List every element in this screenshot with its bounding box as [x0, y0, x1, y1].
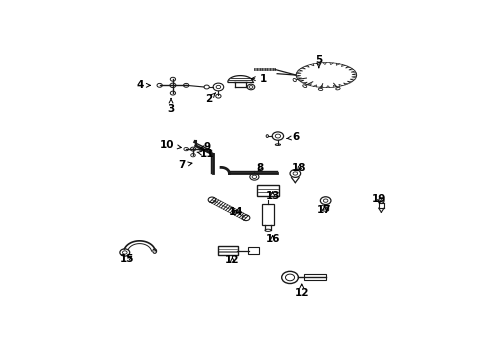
Text: 11: 11 — [197, 149, 214, 159]
Text: 15: 15 — [120, 254, 134, 264]
Text: 9: 9 — [200, 142, 210, 152]
Text: 5: 5 — [315, 55, 322, 68]
Text: 16: 16 — [265, 234, 279, 244]
Text: 14: 14 — [228, 207, 243, 217]
Text: 7: 7 — [178, 160, 192, 170]
Text: 12: 12 — [224, 255, 239, 265]
Text: 8: 8 — [256, 163, 263, 174]
Text: 6: 6 — [286, 132, 299, 143]
Text: 13: 13 — [265, 191, 279, 201]
Text: 17: 17 — [317, 205, 331, 215]
Text: 18: 18 — [291, 163, 306, 174]
Text: 12: 12 — [294, 284, 308, 298]
Text: 1: 1 — [251, 74, 267, 84]
Text: 3: 3 — [167, 99, 174, 114]
Text: 10: 10 — [160, 140, 181, 150]
Text: 4: 4 — [136, 80, 150, 90]
Text: 2: 2 — [205, 93, 215, 104]
Text: 19: 19 — [371, 194, 386, 204]
